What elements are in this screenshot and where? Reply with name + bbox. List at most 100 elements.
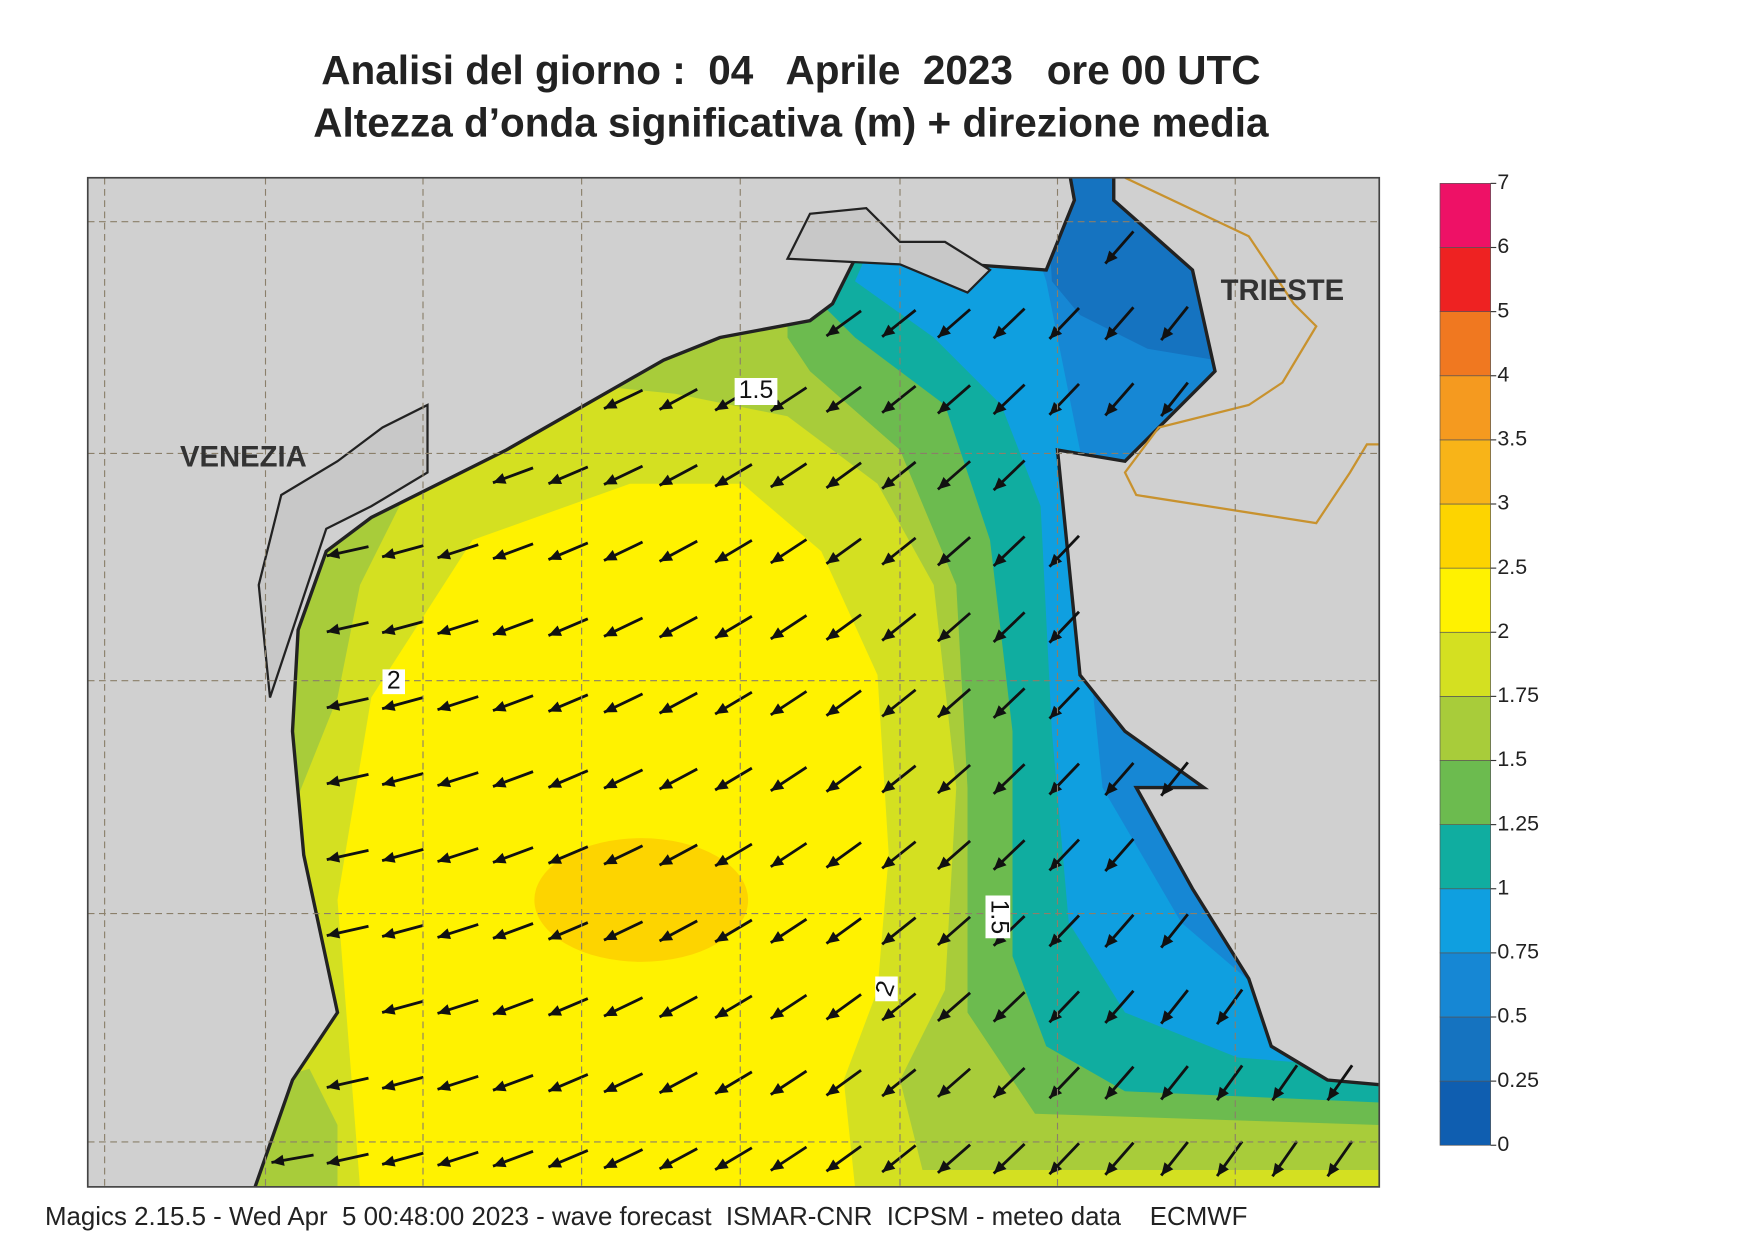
colorbar-label: 1.25 <box>1497 811 1539 835</box>
arrow-head <box>326 1079 341 1091</box>
arrow-head <box>603 701 618 713</box>
arrow-head <box>1049 326 1063 339</box>
band <box>534 838 749 962</box>
arrow-head <box>659 398 674 410</box>
arrow-head <box>715 854 729 866</box>
arrow-head <box>1161 1010 1174 1024</box>
arrow-head <box>770 551 785 563</box>
arrow-head <box>548 1157 563 1168</box>
arrow-head <box>492 549 507 560</box>
arrow-head <box>659 626 674 638</box>
arrow-head <box>603 474 618 485</box>
arrow-head <box>382 775 396 787</box>
arrow-head <box>659 778 674 790</box>
lagoon <box>257 403 429 698</box>
colorbar-bin <box>1439 952 1491 1018</box>
colorbar-label: 0.25 <box>1497 1068 1539 1092</box>
contour-label-bg <box>985 895 1011 939</box>
arrow-head <box>1105 782 1118 796</box>
arrow-head <box>715 551 729 563</box>
colorbar: 0 0.25 0.5 0.75 1 1.25 1.5 1.75 2 2.5 3 3.5 4 5 6 7 <box>1439 170 1539 1156</box>
arrow-head <box>492 1156 507 1168</box>
place-label: TRIESTE <box>1221 275 1345 307</box>
arrow-head <box>826 551 840 564</box>
colorbar-label: 0.75 <box>1497 940 1539 964</box>
arrow-head <box>659 474 674 486</box>
arrow-head <box>882 856 896 869</box>
arrow-head <box>715 399 729 411</box>
arrow-head <box>993 477 1007 491</box>
arrow-head <box>326 547 341 559</box>
arrow-head <box>1105 934 1118 948</box>
arrow-head <box>1049 1085 1063 1099</box>
arrow-head <box>770 1007 785 1019</box>
arrow-head <box>382 1003 396 1015</box>
arrow-head <box>548 473 563 485</box>
arrow-head <box>382 1155 396 1167</box>
arrow-head <box>326 1155 341 1167</box>
arrow-head <box>548 549 563 560</box>
colorbar-label: 0.5 <box>1497 1004 1527 1028</box>
colorbar-label: 3.5 <box>1497 427 1527 451</box>
arrow-head <box>937 1008 951 1021</box>
arrow-head <box>1217 1086 1229 1101</box>
arrow-head <box>826 779 840 792</box>
band <box>337 483 889 1187</box>
title-line-1: Analisi del giorno : 04 Aprile 2023 ore … <box>321 47 1260 93</box>
arrow-head <box>437 548 452 560</box>
arrow-head <box>770 1158 785 1171</box>
arrow-head <box>826 627 840 640</box>
arrow-head <box>993 705 1007 718</box>
arrow-head <box>715 702 729 715</box>
arrow-head <box>1049 857 1063 871</box>
arrow-head <box>603 398 618 409</box>
arrow-head <box>1049 705 1063 719</box>
arrow-head <box>659 550 674 562</box>
colorbar-bin <box>1439 183 1491 248</box>
arrow-head <box>1049 781 1063 795</box>
contour-label-bg <box>382 669 405 695</box>
arrow-head <box>437 928 452 940</box>
grid <box>87 177 1380 1187</box>
arrow-head <box>993 781 1007 794</box>
colorbar-bin <box>1439 503 1491 569</box>
arrow-head <box>492 1004 507 1016</box>
arrow-head <box>1217 1162 1229 1177</box>
arrow-head <box>492 928 507 940</box>
arrow-head <box>882 324 896 337</box>
arrow-head <box>993 1084 1007 1098</box>
colorbar-label: 1.5 <box>1497 747 1527 771</box>
arrow-head <box>492 625 507 636</box>
colorbar-bin <box>1439 247 1491 312</box>
lagoon <box>785 206 992 294</box>
arrow-head <box>715 475 729 487</box>
colorbar-label: 6 <box>1497 234 1509 258</box>
arrow-head <box>770 703 785 715</box>
arrow-head <box>1272 1162 1285 1177</box>
arrow-head <box>937 628 951 642</box>
arrow-head <box>1049 1009 1063 1023</box>
arrow-head <box>882 932 896 945</box>
arrow-head <box>770 779 785 791</box>
arrow-head <box>826 855 840 868</box>
arrow-head <box>603 777 618 789</box>
colorbar-bin <box>1439 311 1491 377</box>
arrow-head <box>993 401 1007 415</box>
arrow-head <box>548 1005 563 1016</box>
arrow-head <box>993 325 1007 339</box>
arrow-head <box>826 324 840 336</box>
arrow-head <box>603 1005 618 1017</box>
arrow-head <box>1161 402 1174 417</box>
arrow-head <box>937 704 951 718</box>
arrow-head <box>382 548 396 560</box>
colorbar-bin <box>1439 1080 1491 1146</box>
arrow-head <box>437 700 452 712</box>
arrow-head <box>937 856 951 870</box>
border <box>1123 177 1380 525</box>
colorbar-label: 2 <box>1497 619 1509 643</box>
arrow-head <box>326 699 341 711</box>
arrow-head <box>882 1084 896 1097</box>
arrow-head <box>826 1159 840 1172</box>
arrow-head <box>437 624 452 636</box>
